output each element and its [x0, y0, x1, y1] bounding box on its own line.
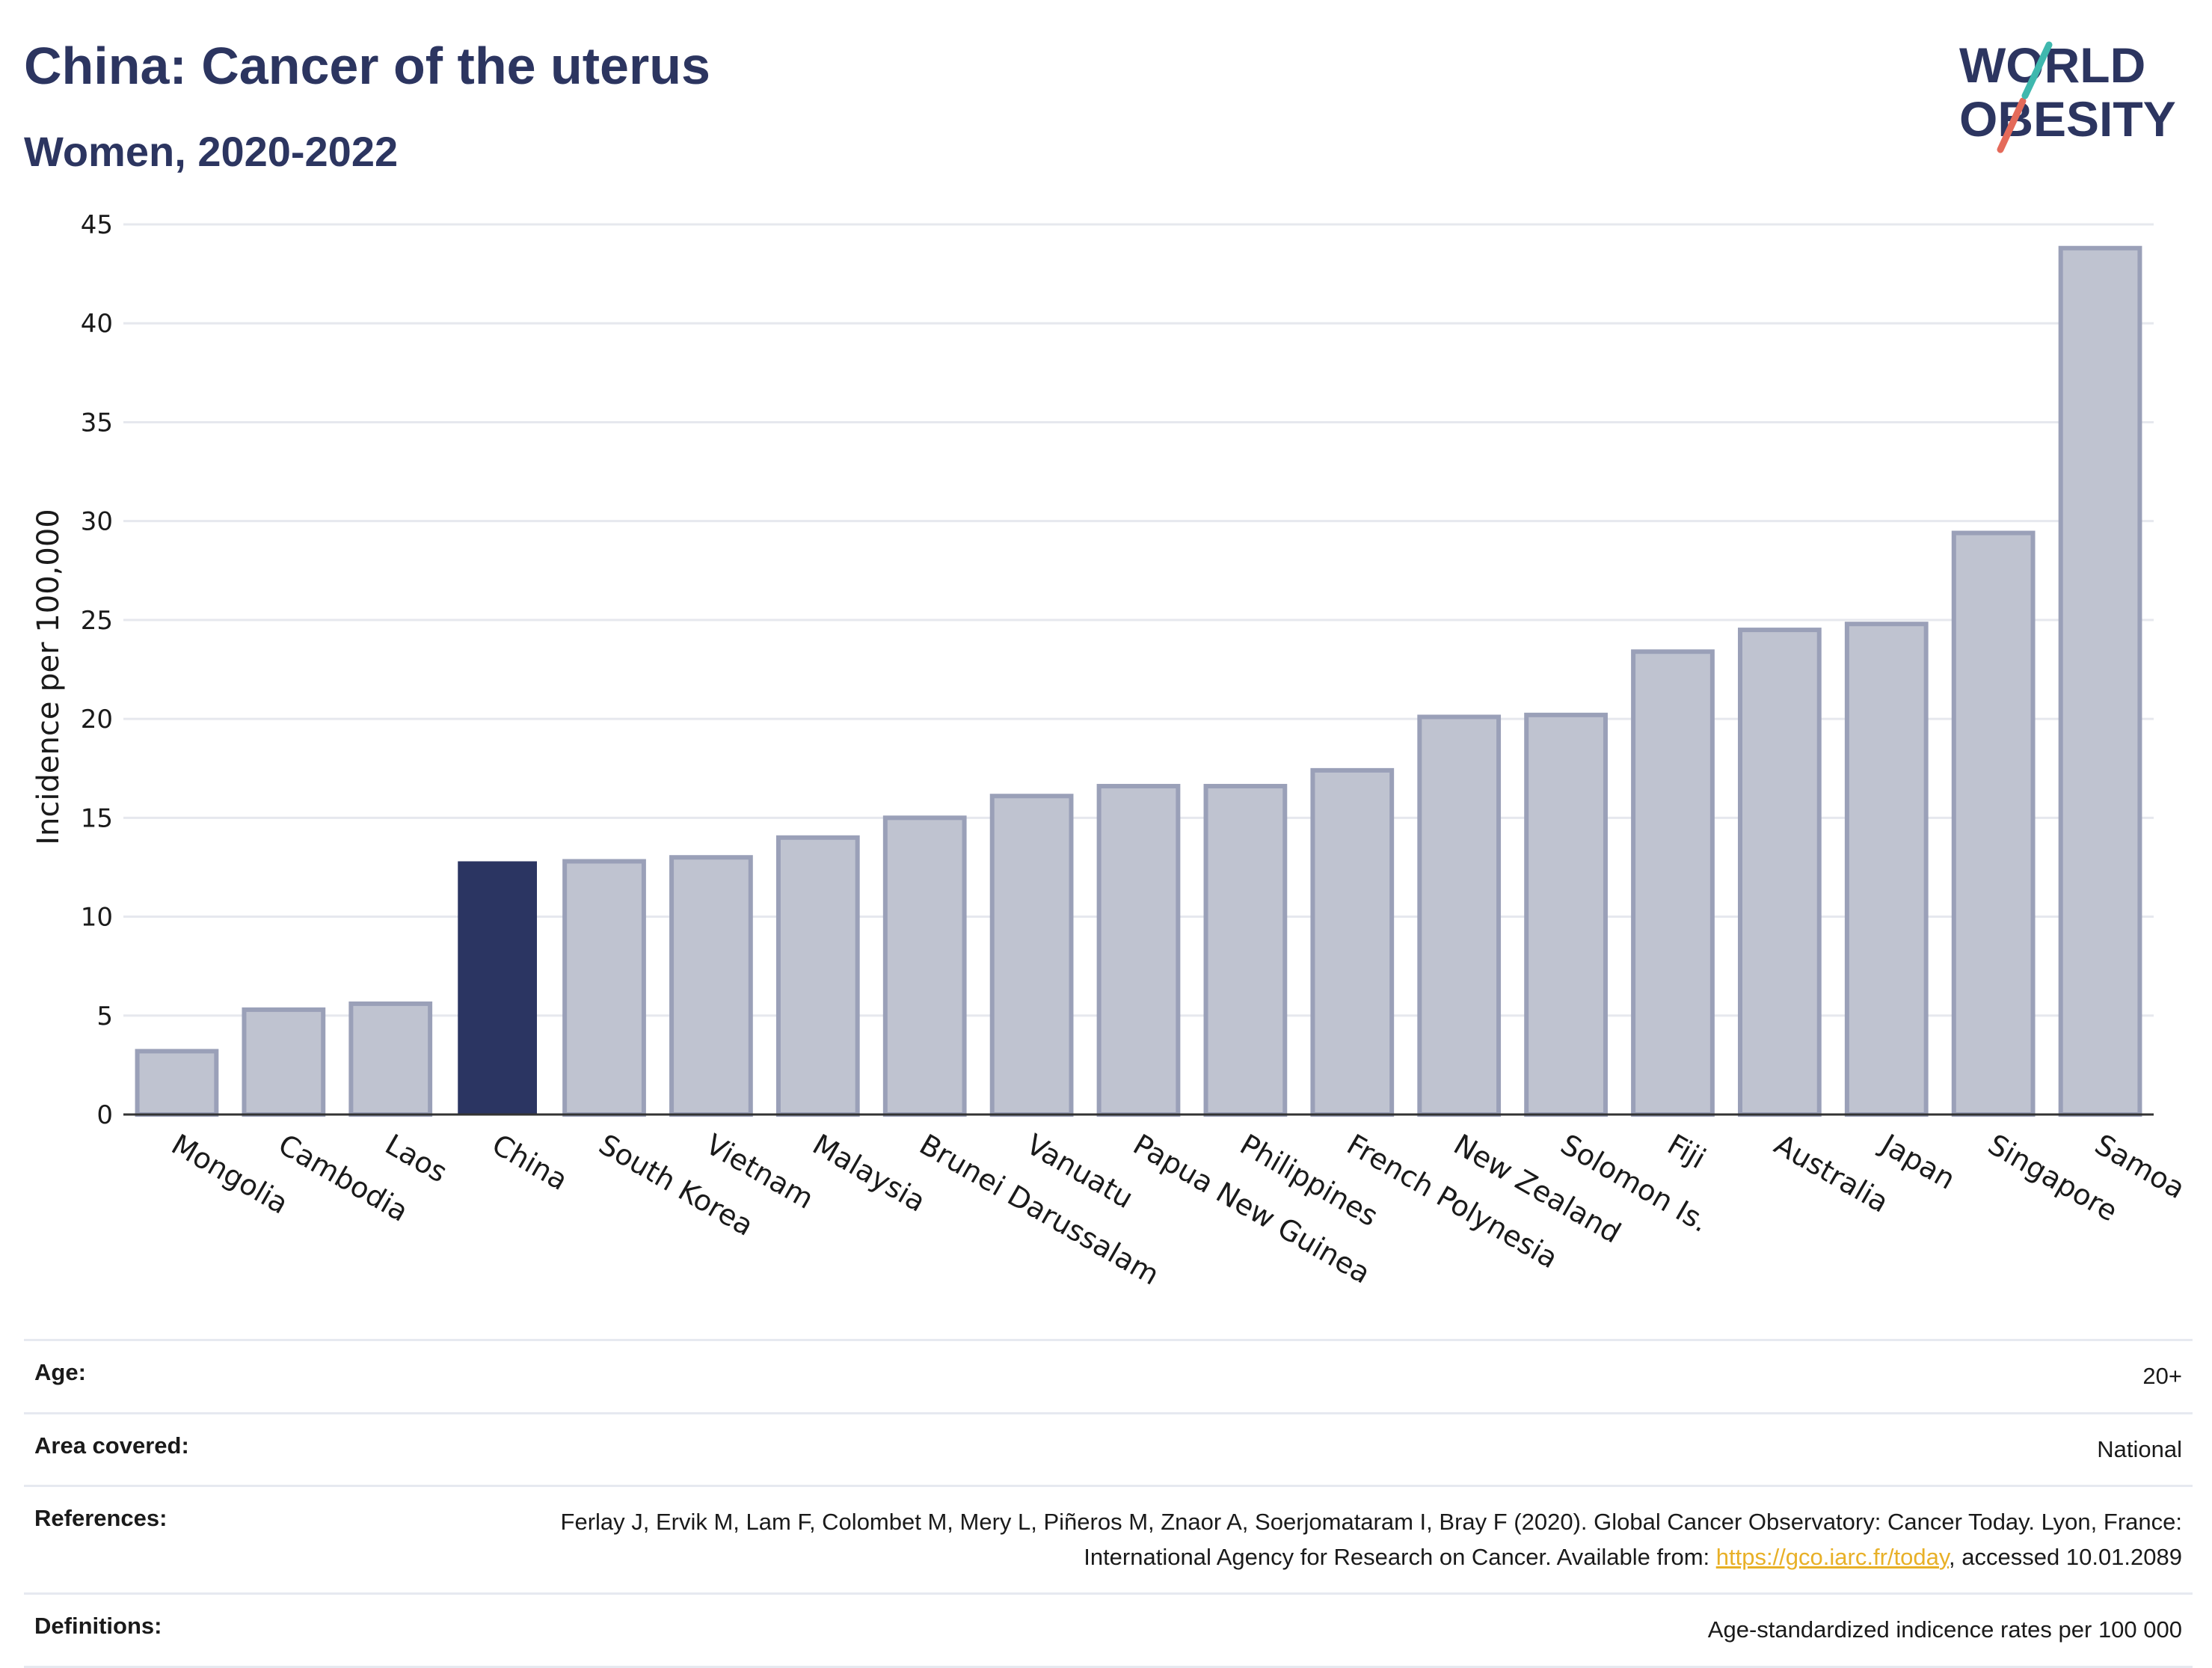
y-tick-label: 15 [81, 803, 113, 833]
age-label: Age: [34, 1359, 86, 1385]
references-value: Ferlay J, Ervik M, Lam F, Colombet M, Me… [462, 1505, 2182, 1575]
bar-vanuatu [989, 794, 1074, 1117]
meta-row-definitions: Definitions: Age-standardized indicence … [24, 1592, 2193, 1668]
x-tick-label: Fiji [1662, 1128, 1711, 1175]
x-tick-label: China [487, 1128, 574, 1197]
bar-south-korea [562, 859, 646, 1117]
y-tick-label: 0 [96, 1100, 113, 1130]
bar-laos [348, 1001, 433, 1117]
bar-chart: 0 5 10 15 20 25 30 35 40 45 Incidence per 100,000 M… [31, 210, 2190, 1292]
age-value: 20+ [2142, 1363, 2182, 1389]
bar-french-polynesia [1310, 767, 1395, 1117]
metadata-table: Age: 20+ Area covered: National Referenc… [24, 1339, 2193, 1668]
bar-samoa [2058, 245, 2142, 1117]
bar-malaysia [775, 835, 860, 1117]
y-tick-label: 25 [81, 606, 113, 636]
y-axis-title: Incidence per 100,000 [31, 509, 66, 845]
y-tick-label: 20 [81, 705, 113, 735]
bar-new-zealand [1417, 714, 1502, 1117]
bar-mongolia [135, 1049, 219, 1117]
logo-text-line1: WORLD [1959, 37, 2145, 93]
x-tick-label: Mongolia [166, 1128, 294, 1221]
references-suffix: , accessed 10.01.2089 [1949, 1543, 2182, 1570]
references-link[interactable]: https://gco.iarc.fr/today [1715, 1543, 1950, 1570]
y-tick-label: 30 [81, 507, 113, 537]
references-label: References: [34, 1505, 168, 1531]
bar-cambodia [242, 1007, 326, 1117]
y-tick-label: 5 [96, 1002, 113, 1031]
logo-slash-red [1997, 97, 2027, 153]
chart-subtitle: Women, 2020-2022 [24, 128, 399, 175]
bar-japan [1844, 622, 1929, 1117]
bar-australia [1737, 628, 1822, 1117]
meta-row-references: References: Ferlay J, Ervik M, Lam F, Co… [24, 1485, 2193, 1592]
chart-title: China: Cancer of the uterus [24, 37, 710, 95]
bar-brunei-darussalam [882, 815, 967, 1117]
bar-singapore [1951, 530, 2036, 1117]
y-tick-label: 45 [81, 210, 113, 240]
x-tick-label: Australia [1769, 1128, 1894, 1219]
area-label: Area covered: [34, 1432, 189, 1459]
bar-china [458, 861, 538, 1114]
world-obesity-logo: WORLD OBESITY [1959, 37, 2176, 153]
x-tick-label: Japan [1875, 1127, 1961, 1196]
y-tick-label: 35 [81, 408, 113, 438]
area-value: National [2097, 1435, 2182, 1462]
bar-solomon-is- [1524, 712, 1608, 1117]
x-tick-label: Laos [380, 1128, 453, 1189]
meta-row-age: Age: 20+ [24, 1339, 2193, 1412]
logo-slash-teal [2021, 41, 2053, 99]
definitions-label: Definitions: [34, 1613, 162, 1639]
logo-text-line2: OBESITY [1959, 91, 2176, 147]
bar-papua-new-guinea [1096, 784, 1181, 1117]
definitions-value: Age-standardized indicence rates per 100… [1707, 1616, 2182, 1643]
bar-vietnam [669, 855, 753, 1117]
x-tick-label: Malaysia [807, 1128, 931, 1218]
references-text: Ferlay J, Ervik M, Lam F, Colombet M, Me… [560, 1509, 2182, 1570]
bar-fiji [1631, 649, 1715, 1117]
y-tick-label: 40 [81, 309, 113, 339]
bar-philippines [1203, 784, 1288, 1117]
meta-row-area: Area covered: National [24, 1411, 2193, 1485]
y-tick-label: 10 [81, 903, 113, 933]
